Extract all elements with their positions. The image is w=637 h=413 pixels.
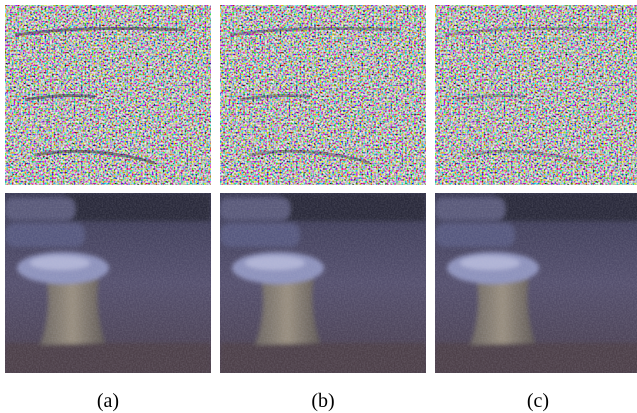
restored-image [220,193,426,373]
restored-image [5,193,211,373]
panel-label: (c) [527,390,549,412]
grain [5,193,211,373]
grain [435,193,637,373]
grain [220,193,426,373]
scene [5,193,211,373]
panel-label: (b) [311,390,334,412]
noisy-image [220,5,426,185]
noisy-image [5,5,211,185]
figure: (a) (b) (c) [0,0,637,413]
scene [220,193,426,373]
scene [435,193,637,373]
panel-label: (a) [97,390,119,412]
restored-image [435,193,637,373]
noisy-image [435,5,637,185]
page: (a)(b)(c) (() => { const data = JSON.par… [0,0,637,413]
